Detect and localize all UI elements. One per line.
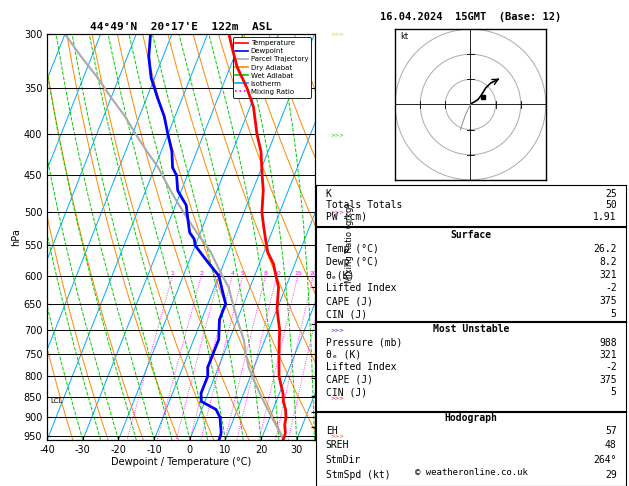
Text: 50: 50	[605, 200, 616, 210]
Text: 29: 29	[605, 470, 616, 480]
Text: 321: 321	[599, 350, 616, 360]
Text: 8.2: 8.2	[599, 257, 616, 267]
Text: StmSpd (kt): StmSpd (kt)	[326, 470, 391, 480]
Text: 2: 2	[199, 271, 203, 276]
Text: Temp (°C): Temp (°C)	[326, 244, 379, 254]
Text: Mixing Ratio (g/kg): Mixing Ratio (g/kg)	[345, 203, 353, 283]
Text: CAPE (J): CAPE (J)	[326, 296, 372, 306]
Text: CAPE (J): CAPE (J)	[326, 375, 372, 385]
Text: 264°: 264°	[593, 455, 616, 465]
Text: θₑ(K): θₑ(K)	[326, 270, 355, 280]
Text: 5: 5	[611, 309, 616, 319]
Text: © weatheronline.co.uk: © weatheronline.co.uk	[415, 468, 528, 477]
Text: kt: kt	[400, 32, 408, 41]
Text: EH: EH	[326, 426, 337, 435]
Text: Hodograph: Hodograph	[445, 413, 498, 423]
Text: LCL: LCL	[51, 398, 64, 404]
Text: Most Unstable: Most Unstable	[433, 324, 509, 334]
Text: >>>: >>>	[331, 32, 345, 36]
Y-axis label: hPa: hPa	[11, 228, 21, 246]
Text: -2: -2	[605, 283, 616, 293]
Text: CIN (J): CIN (J)	[326, 387, 367, 397]
Text: θₑ (K): θₑ (K)	[326, 350, 361, 360]
Text: 375: 375	[599, 375, 616, 385]
Text: CIN (J): CIN (J)	[326, 309, 367, 319]
Text: Totals Totals: Totals Totals	[326, 200, 402, 210]
Title: 44°49'N  20°17'E  122m  ASL: 44°49'N 20°17'E 122m ASL	[90, 22, 272, 32]
Text: -2: -2	[605, 363, 616, 372]
Text: 375: 375	[599, 296, 616, 306]
Text: Dewp (°C): Dewp (°C)	[326, 257, 379, 267]
Text: PW (cm): PW (cm)	[326, 212, 367, 222]
Text: K: K	[326, 189, 331, 199]
Text: 1.91: 1.91	[593, 212, 616, 222]
Text: 8: 8	[264, 271, 267, 276]
Text: 5: 5	[611, 387, 616, 397]
Text: Pressure (mb): Pressure (mb)	[326, 338, 402, 347]
X-axis label: Dewpoint / Temperature (°C): Dewpoint / Temperature (°C)	[111, 457, 251, 468]
Text: >>>: >>>	[331, 210, 345, 215]
Text: >>>: >>>	[331, 434, 345, 439]
Text: 25: 25	[605, 189, 616, 199]
Text: 20: 20	[309, 271, 317, 276]
Text: 321: 321	[599, 270, 616, 280]
Text: 57: 57	[605, 426, 616, 435]
Text: >>>: >>>	[331, 395, 345, 400]
Text: Lifted Index: Lifted Index	[326, 283, 396, 293]
Text: 1: 1	[170, 271, 174, 276]
Text: 16.04.2024  15GMT  (Base: 12): 16.04.2024 15GMT (Base: 12)	[381, 12, 562, 22]
Text: Surface: Surface	[450, 230, 492, 240]
Text: >>>: >>>	[331, 327, 345, 332]
Text: 10: 10	[273, 271, 281, 276]
Legend: Temperature, Dewpoint, Parcel Trajectory, Dry Adiabat, Wet Adiabat, Isotherm, Mi: Temperature, Dewpoint, Parcel Trajectory…	[233, 37, 311, 98]
Text: 26.2: 26.2	[593, 244, 616, 254]
Text: 3: 3	[217, 271, 221, 276]
Text: 5: 5	[241, 271, 245, 276]
Text: 15: 15	[294, 271, 302, 276]
Text: 48: 48	[605, 440, 616, 451]
Text: 4: 4	[230, 271, 234, 276]
Text: SREH: SREH	[326, 440, 349, 451]
Text: StmDir: StmDir	[326, 455, 361, 465]
Y-axis label: km
ASL: km ASL	[328, 228, 350, 246]
Text: Lifted Index: Lifted Index	[326, 363, 396, 372]
Text: >>>: >>>	[331, 132, 345, 137]
Text: 988: 988	[599, 338, 616, 347]
